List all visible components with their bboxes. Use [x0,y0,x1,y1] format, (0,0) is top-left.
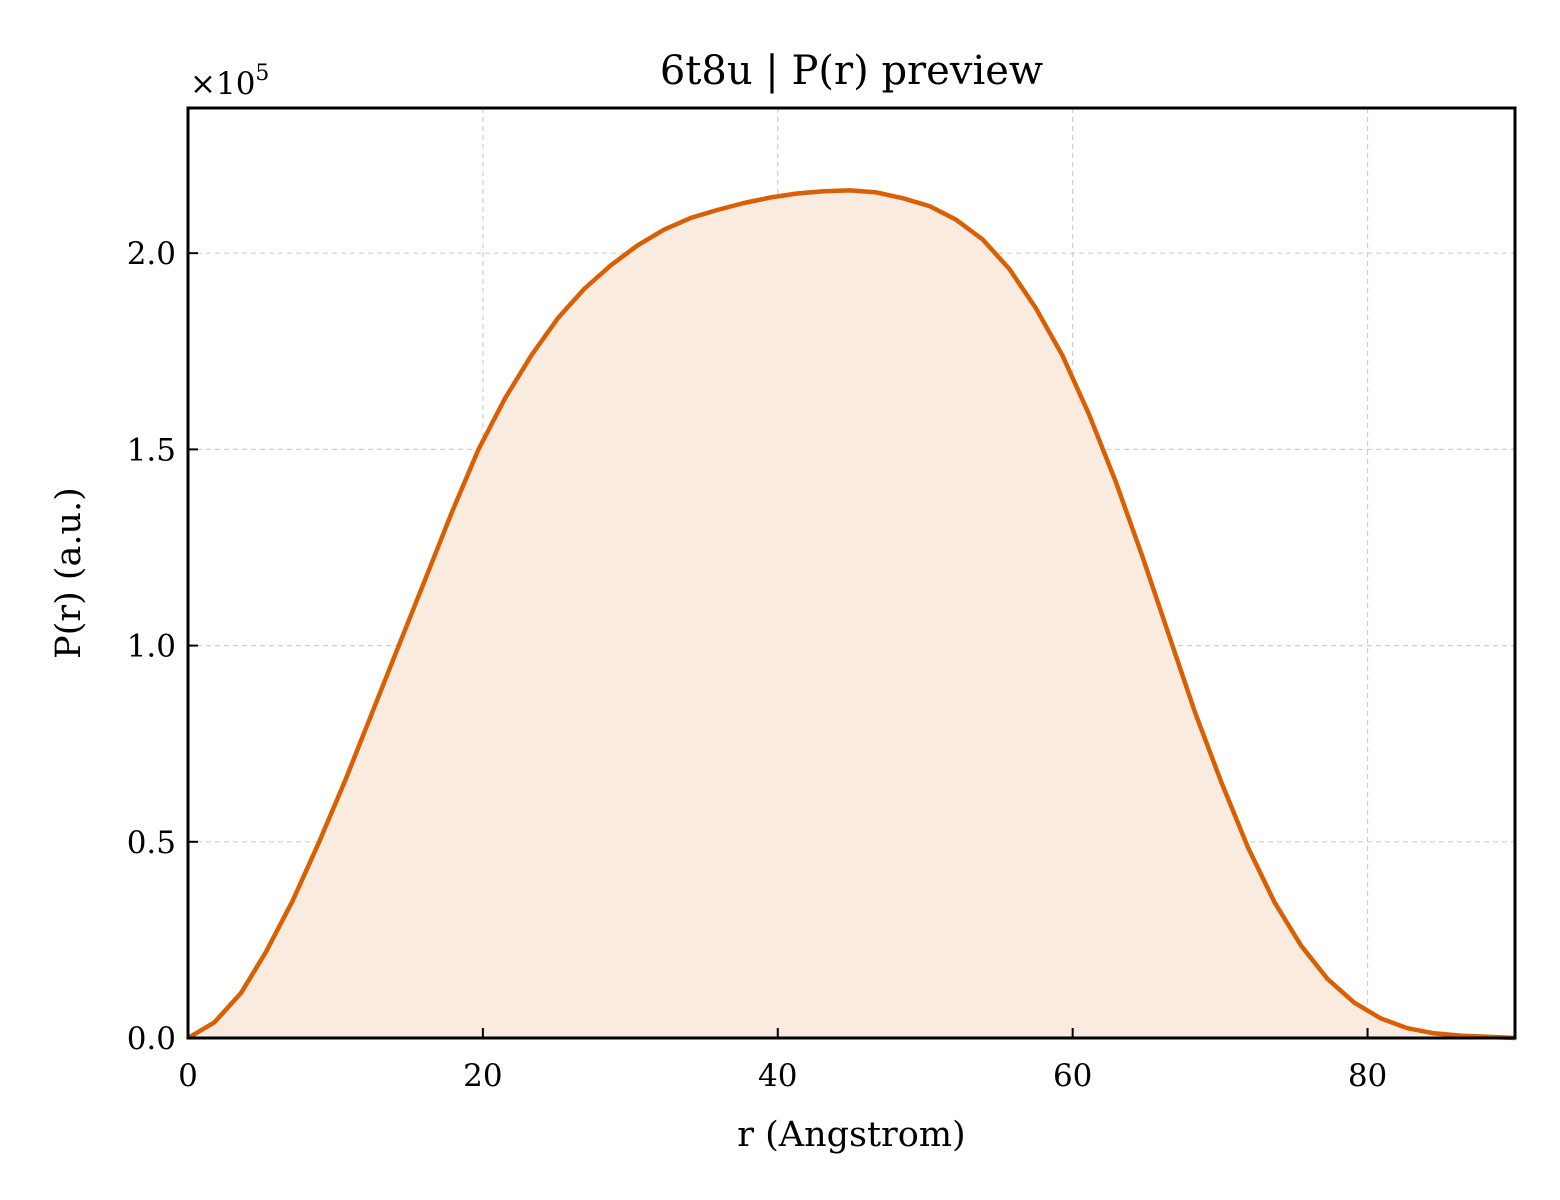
x-tick-label: 60 [1053,1058,1092,1094]
x-tick-label: 0 [178,1058,198,1094]
y-tick-label: 1.5 [127,432,176,468]
chart-title: 6t8u | P(r) preview [660,48,1043,94]
y-multiplier-base: ×10 [190,66,255,102]
y-tick-label: 0.5 [127,825,176,861]
ticks: 0 20 40 60 80 0.0 0.5 1.0 1.5 2.0 [127,236,1388,1094]
x-axis-label: r (Angstrom) [737,1115,965,1155]
y-axis-multiplier: ×105 [190,61,269,102]
x-tick-label: 80 [1348,1058,1387,1094]
y-tick-label: 2.0 [127,236,176,272]
y-multiplier-exponent: 5 [255,61,269,86]
y-tick-label: 1.0 [127,629,176,665]
x-tick-label: 20 [463,1058,502,1094]
plot-frame [186,106,1517,1040]
area-fill [188,190,1515,1038]
x-tick-label: 40 [758,1058,797,1094]
y-axis-label: P(r) (a.u.) [49,487,89,659]
series-line [186,188,1516,1041]
y-tick-label: 0.0 [127,1021,176,1057]
